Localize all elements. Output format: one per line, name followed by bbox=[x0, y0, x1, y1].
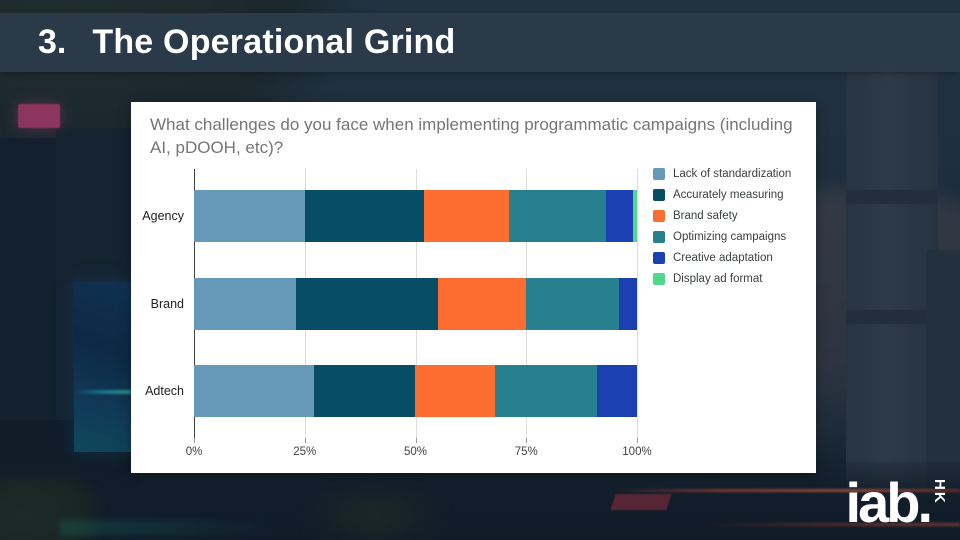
legend-label: Brand safety bbox=[673, 210, 738, 222]
background-skyscraper-band bbox=[846, 310, 938, 324]
x-axis-tick-label: 50% bbox=[403, 446, 428, 458]
bar-segment bbox=[424, 189, 509, 242]
legend-swatch bbox=[653, 168, 665, 180]
category-label: Adtech bbox=[145, 384, 184, 399]
x-axis-tick-label: 0% bbox=[185, 446, 203, 458]
bar-segment bbox=[194, 189, 305, 242]
legend-swatch bbox=[653, 273, 665, 285]
background-skyscraper bbox=[846, 70, 938, 490]
bar-segment bbox=[495, 365, 598, 418]
background-trees bbox=[300, 488, 450, 540]
background-traffic-lights bbox=[700, 523, 960, 526]
bar-segment bbox=[619, 277, 637, 330]
axis-tick bbox=[637, 438, 638, 443]
category-label: Agency bbox=[142, 208, 184, 223]
bar-segment bbox=[632, 189, 637, 242]
category-label: Brand bbox=[150, 296, 184, 311]
chart-title: What challenges do you face when impleme… bbox=[150, 115, 793, 157]
legend-item: Optimizing campaigns bbox=[653, 231, 791, 243]
legend-label: Accurately measuring bbox=[673, 189, 784, 201]
bar-segment bbox=[194, 277, 296, 330]
bar-segment bbox=[415, 365, 496, 418]
slide-header-banner: 3. The Operational Grind bbox=[0, 13, 960, 72]
bar-row: Agency bbox=[142, 189, 637, 242]
bar-row: Adtech bbox=[145, 365, 637, 418]
legend-swatch bbox=[653, 252, 665, 264]
background-skyscraper-band bbox=[846, 190, 938, 204]
slide-number: 3. bbox=[38, 23, 67, 61]
bar-segment bbox=[597, 365, 637, 418]
bar-segment bbox=[605, 189, 633, 242]
slide-title: The Operational Grind bbox=[92, 23, 456, 61]
iab-hk-logo: iab. HK bbox=[846, 472, 948, 534]
legend-item: Lack of standardization bbox=[653, 168, 791, 180]
plot-area: 0% 25% 50% 75% 100% Agency Brand Adtech bbox=[142, 169, 652, 458]
bar-segment bbox=[526, 277, 620, 330]
axis-tick bbox=[194, 438, 195, 443]
legend-swatch bbox=[653, 189, 665, 201]
background-traffic-lights bbox=[610, 489, 960, 492]
background-teal-glow bbox=[60, 520, 280, 536]
legend-item: Creative adaptation bbox=[653, 252, 791, 264]
bar-segment bbox=[194, 365, 314, 418]
legend-item: Display ad format bbox=[653, 273, 791, 285]
x-axis-tick-label: 25% bbox=[293, 446, 317, 458]
bar-segment bbox=[304, 189, 425, 242]
legend-label: Lack of standardization bbox=[673, 168, 792, 180]
axis-tick bbox=[415, 438, 417, 443]
legend-swatch bbox=[653, 210, 665, 222]
chart-legend: Lack of standardization Accurately measur… bbox=[653, 168, 791, 294]
axis-tick bbox=[304, 438, 306, 443]
background-trees bbox=[0, 478, 100, 540]
iab-logo-region: HK bbox=[931, 479, 948, 505]
background-neon-billboard bbox=[18, 104, 60, 128]
legend-label: Creative adaptation bbox=[673, 252, 773, 264]
bar-segment bbox=[508, 189, 606, 242]
x-axis-tick-label: 75% bbox=[514, 446, 538, 458]
legend-item: Accurately measuring bbox=[653, 189, 791, 201]
gridline bbox=[637, 169, 638, 438]
bar-row: Brand bbox=[151, 277, 637, 330]
legend-item: Brand safety bbox=[653, 210, 791, 222]
legend-label: Optimizing campaigns bbox=[673, 231, 787, 243]
chart-card: What challenges do you face when impleme… bbox=[131, 102, 816, 473]
background-street-level bbox=[0, 462, 960, 540]
axis-tick bbox=[526, 438, 528, 443]
legend-swatch bbox=[653, 231, 665, 243]
bar-segment bbox=[295, 277, 438, 330]
background-led-screen bbox=[74, 282, 131, 452]
legend-label: Display ad format bbox=[673, 273, 763, 285]
background-light-streak bbox=[74, 390, 131, 394]
bar-segment bbox=[313, 365, 416, 418]
bar-segment bbox=[437, 277, 527, 330]
x-axis-tick-label: 100% bbox=[622, 446, 652, 458]
iab-logo-text: iab. bbox=[845, 471, 933, 534]
